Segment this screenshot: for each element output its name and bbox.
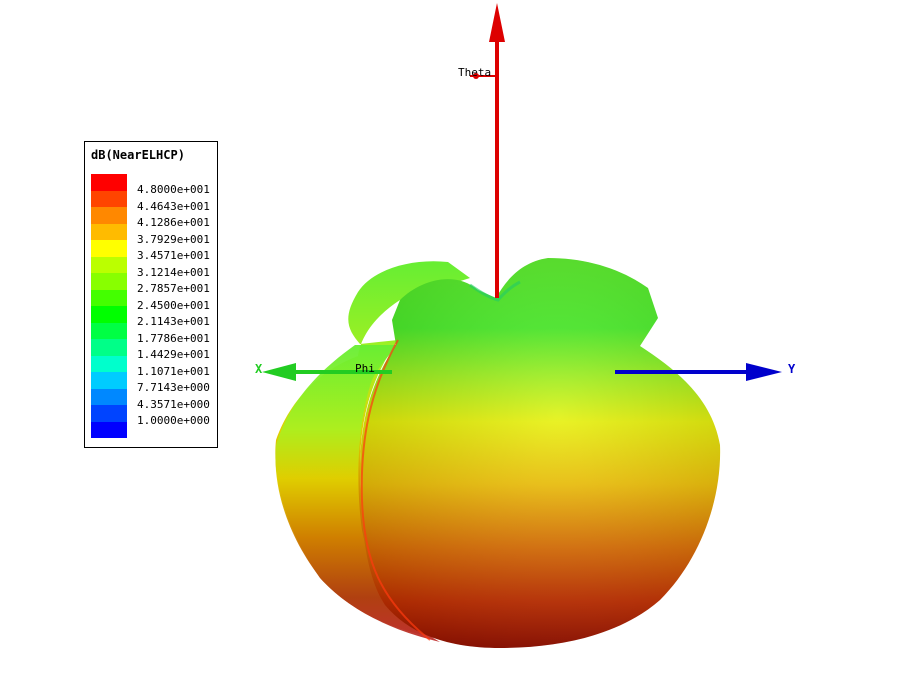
legend-swatch bbox=[91, 174, 127, 191]
theta-marker bbox=[473, 73, 479, 79]
legend-tick-label: 1.0000e+000 bbox=[137, 414, 210, 427]
y-axis-arrowhead bbox=[746, 363, 782, 381]
legend-tick-label: 3.4571e+001 bbox=[137, 249, 210, 262]
legend-tick-label: 1.4429e+001 bbox=[137, 348, 210, 361]
legend-tick-label: 2.1143e+001 bbox=[137, 315, 210, 328]
color-legend: dB(NearELHCP) 4.8000e+001 4.4643e+001 4.12… bbox=[84, 141, 218, 448]
legend-tick-labels: 4.8000e+001 4.4643e+001 4.1286e+001 3.7929e… bbox=[137, 182, 210, 430]
legend-tick-label: 4.8000e+001 bbox=[137, 183, 210, 196]
legend-tick-label: 1.7786e+001 bbox=[137, 331, 210, 345]
legend-swatch bbox=[91, 322, 127, 339]
legend-swatch bbox=[91, 240, 127, 257]
legend-tick-label: 4.4643e+001 bbox=[137, 199, 210, 213]
legend-tick-label: 2.4500e+001 bbox=[137, 298, 210, 312]
legend-tick-label: 2.7857e+001 bbox=[137, 282, 210, 295]
legend-tick-label: 4.1286e+001 bbox=[137, 216, 210, 229]
pattern-lobe-main-shade bbox=[360, 258, 721, 648]
x-axis-label: X bbox=[255, 362, 263, 376]
legend-swatch bbox=[91, 421, 127, 438]
z-axis-arrowhead bbox=[489, 3, 505, 42]
legend-swatch bbox=[91, 388, 127, 405]
legend-swatch bbox=[91, 256, 127, 273]
legend-swatch bbox=[91, 223, 127, 240]
legend-tick-label: 3.7929e+001 bbox=[137, 232, 210, 246]
pattern-top-dimple bbox=[469, 280, 521, 302]
theta-label: Theta bbox=[458, 66, 491, 79]
pattern-crease bbox=[360, 339, 431, 641]
legend-color-bar bbox=[91, 174, 127, 438]
legend-tick-label: 3.1214e+001 bbox=[137, 265, 210, 279]
legend-swatch bbox=[91, 339, 127, 356]
legend-title: dB(NearELHCP) bbox=[91, 148, 185, 162]
phi-label: Phi bbox=[355, 362, 375, 375]
legend-swatch bbox=[91, 190, 127, 207]
legend-swatch bbox=[91, 273, 127, 290]
legend-tick-label: 1.1071e+001 bbox=[137, 364, 210, 378]
legend-tick-label: 7.7143e+000 bbox=[137, 381, 210, 394]
legend-swatch bbox=[91, 289, 127, 306]
legend-tick-label: 4.3571e+000 bbox=[137, 397, 210, 411]
legend-swatch bbox=[91, 306, 127, 323]
legend-swatch bbox=[91, 405, 127, 422]
y-axis-label: Y bbox=[788, 362, 796, 376]
pattern-lobe-left-outer bbox=[275, 345, 440, 642]
legend-swatch bbox=[91, 372, 127, 389]
x-axis-arrowhead bbox=[262, 363, 296, 381]
legend-swatch bbox=[91, 207, 127, 224]
legend-swatch bbox=[91, 355, 127, 372]
